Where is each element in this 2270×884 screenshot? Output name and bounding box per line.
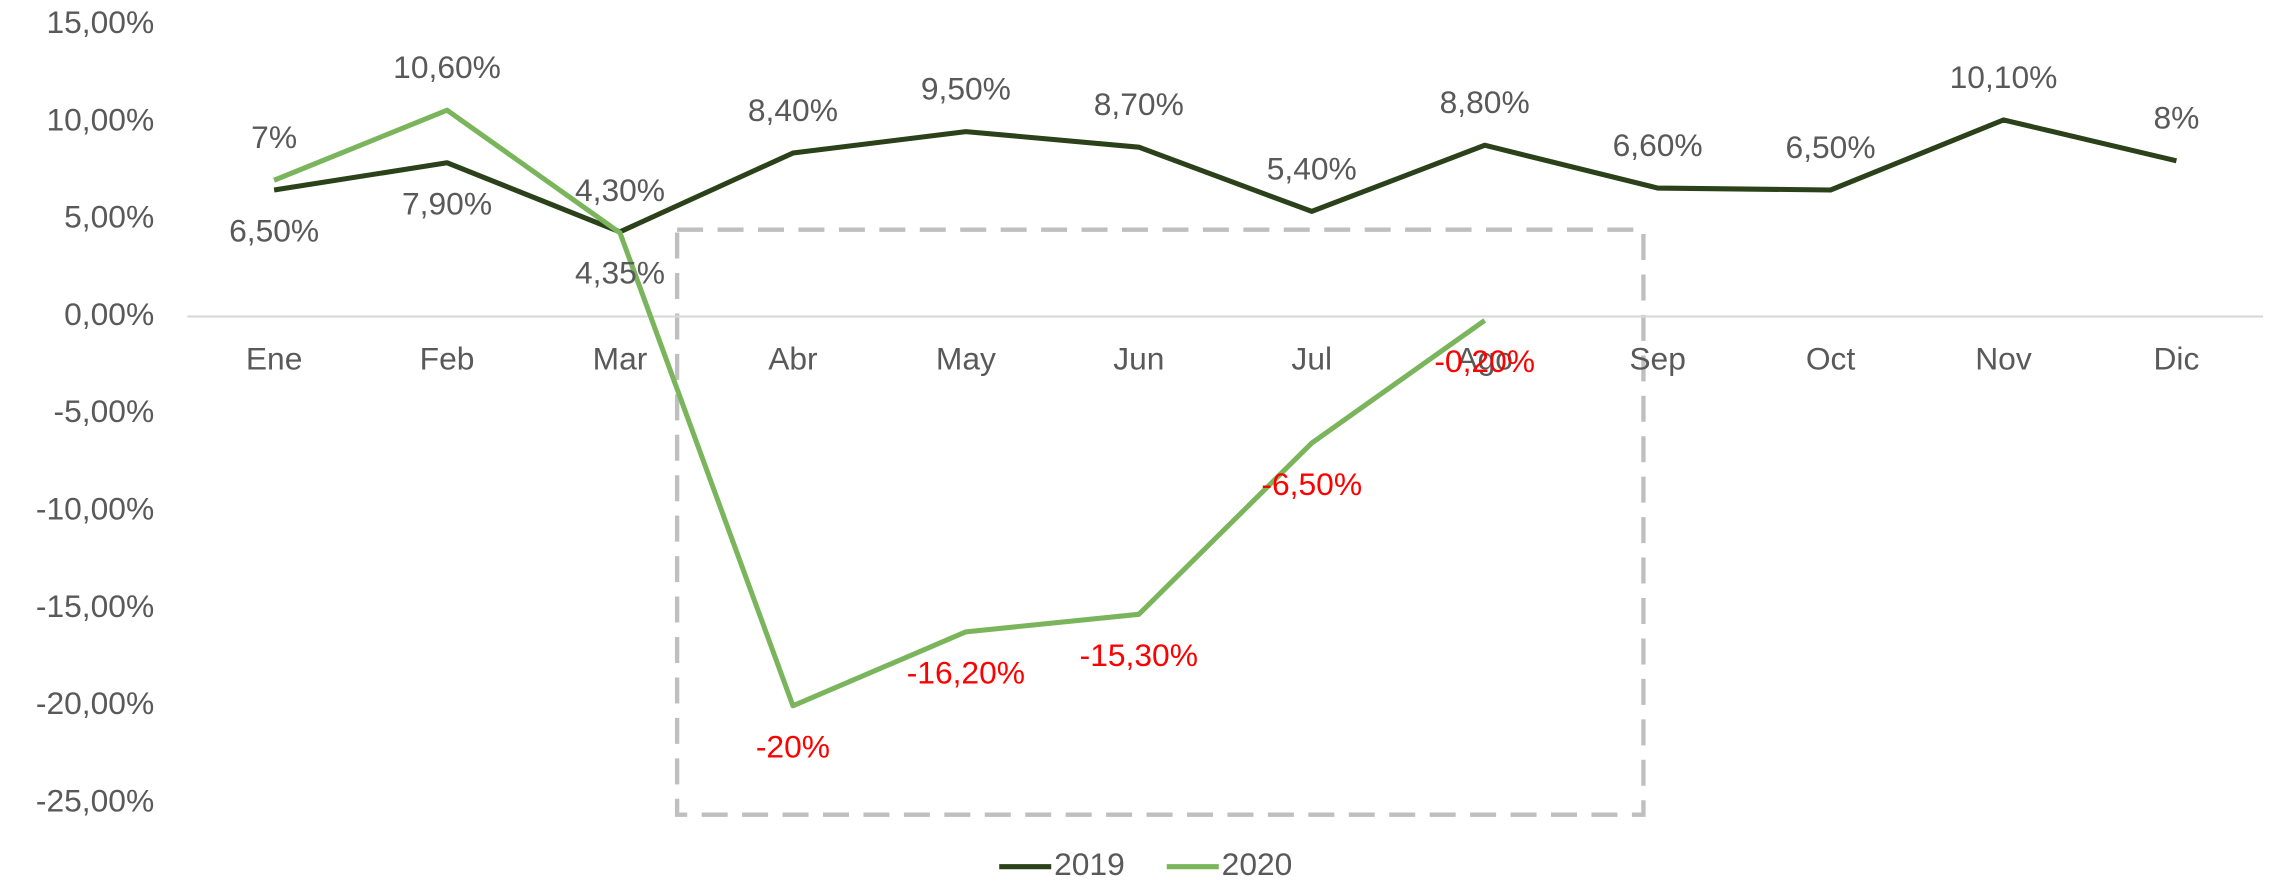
- y-tick-label: 15,00%: [46, 4, 154, 40]
- data-label: -6,50%: [1261, 466, 1362, 502]
- highlight-box: [674, 227, 1646, 817]
- data-label: 5,40%: [1267, 150, 1357, 186]
- data-label: 10,60%: [393, 49, 501, 85]
- x-tick-label: Jun: [1113, 341, 1164, 377]
- x-tick-label: Ene: [246, 341, 303, 377]
- x-tick-label: Mar: [593, 341, 648, 377]
- y-tick-label: 10,00%: [46, 101, 154, 137]
- x-tick-label: May: [936, 341, 996, 377]
- data-label: -16,20%: [907, 655, 1025, 691]
- line-series: [273, 107, 1487, 709]
- y-tick-label: -25,00%: [36, 783, 154, 819]
- y-tick-label: -20,00%: [36, 685, 154, 721]
- x-tick-label: Jul: [1291, 341, 1332, 377]
- data-label: 8,70%: [1094, 86, 1184, 122]
- y-tick-label: 5,00%: [64, 199, 154, 235]
- data-label: 10,10%: [1950, 59, 2058, 95]
- x-tick-label: Dic: [2153, 341, 2199, 377]
- data-label: 4,30%: [575, 172, 665, 208]
- data-label: -20%: [756, 729, 830, 765]
- line-series: [273, 117, 2178, 235]
- data-label: 8,40%: [748, 92, 838, 128]
- data-label: -15,30%: [1080, 637, 1198, 673]
- y-tick-label: -10,00%: [36, 491, 154, 527]
- x-tick-label: Oct: [1806, 341, 1856, 377]
- data-label: 6,50%: [1786, 129, 1876, 165]
- data-label: 9,50%: [921, 71, 1011, 107]
- x-tick-label: Ago: [1456, 341, 1513, 377]
- data-label: 8,80%: [1440, 84, 1530, 120]
- legend-label: 2019: [1054, 846, 1125, 882]
- legend-label: 2020: [1222, 846, 1293, 882]
- data-label: 7%: [251, 119, 297, 155]
- data-label: 7,90%: [402, 185, 492, 221]
- data-label: 6,50%: [229, 213, 319, 249]
- data-label: 8%: [2153, 100, 2199, 136]
- data-label: -0,20%: [1434, 343, 1535, 379]
- data-label: 6,60%: [1613, 127, 1703, 163]
- x-tick-label: Nov: [1975, 341, 2032, 377]
- y-tick-label: -15,00%: [36, 588, 154, 624]
- y-tick-label: -5,00%: [54, 393, 155, 429]
- x-tick-label: Abr: [768, 341, 818, 377]
- y-tick-label: 0,00%: [64, 296, 154, 332]
- x-tick-label: Feb: [420, 341, 475, 377]
- x-tick-label: Sep: [1629, 341, 1686, 377]
- data-label: 4,35%: [575, 255, 665, 291]
